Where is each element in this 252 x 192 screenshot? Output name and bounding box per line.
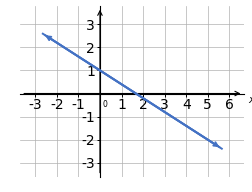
Text: 0: 0: [103, 100, 107, 109]
Text: x: x: [249, 95, 252, 105]
